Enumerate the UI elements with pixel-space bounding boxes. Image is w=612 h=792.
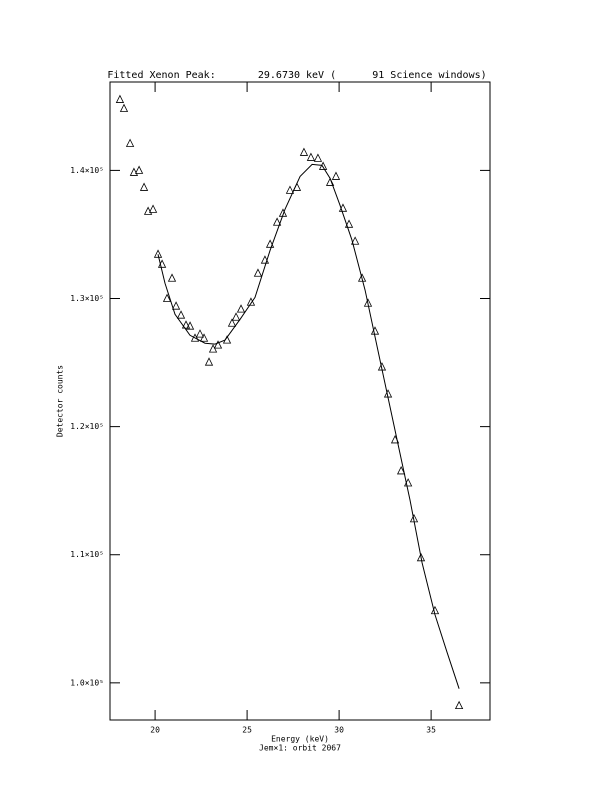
data-point bbox=[167, 273, 177, 282]
data-point bbox=[195, 329, 205, 338]
data-point bbox=[185, 321, 195, 330]
data-point bbox=[306, 152, 316, 161]
data-point bbox=[115, 94, 125, 103]
data-point bbox=[134, 165, 144, 174]
x-axis-label: Energy (keV) bbox=[271, 735, 329, 744]
data-point bbox=[236, 304, 246, 313]
data-point bbox=[253, 268, 263, 277]
y-tick-label: 1.1×10⁵ bbox=[70, 550, 104, 559]
data-point bbox=[416, 552, 426, 562]
y-tick-label: 1.2×10⁵ bbox=[70, 422, 104, 431]
data-point bbox=[299, 147, 309, 156]
data-point bbox=[148, 204, 158, 213]
data-point bbox=[363, 298, 373, 307]
x-tick-label: 30 bbox=[334, 726, 344, 735]
data-point bbox=[181, 320, 191, 329]
chart-title: Fitted Xenon Peak: 29.6730 keV ( 91 Scie… bbox=[107, 70, 486, 81]
data-point bbox=[125, 138, 135, 147]
data-point bbox=[313, 153, 323, 162]
data-point bbox=[227, 318, 237, 327]
data-point bbox=[139, 182, 149, 191]
data-point bbox=[396, 466, 406, 475]
y-axis-label: Detector counts bbox=[56, 365, 65, 437]
data-point bbox=[344, 219, 354, 228]
x-tick-label: 20 bbox=[150, 726, 160, 735]
data-point bbox=[171, 301, 181, 310]
subtitle: Jem×1: orbit 2067 bbox=[259, 744, 341, 753]
x-tick-label: 35 bbox=[426, 726, 436, 735]
data-point bbox=[208, 344, 218, 353]
data-point bbox=[285, 185, 295, 194]
fit-line bbox=[157, 163, 460, 689]
plot-frame bbox=[109, 81, 491, 721]
data-point bbox=[357, 273, 367, 282]
data-point bbox=[318, 161, 328, 170]
data-point bbox=[162, 293, 172, 302]
data-point bbox=[350, 236, 360, 245]
data-point bbox=[153, 249, 163, 258]
data-point bbox=[331, 171, 341, 180]
data-point bbox=[246, 297, 256, 306]
data-point bbox=[231, 312, 241, 321]
y-tick-label: 1.3×10⁵ bbox=[70, 294, 104, 303]
data-point bbox=[129, 167, 139, 176]
data-point bbox=[265, 239, 275, 248]
data-point bbox=[199, 333, 209, 342]
data-point bbox=[213, 340, 223, 349]
data-point bbox=[119, 103, 129, 112]
data-point bbox=[190, 333, 200, 342]
data-point bbox=[204, 357, 214, 366]
y-tick-label: 1.0×10⁵ bbox=[70, 678, 104, 687]
y-tick-label: 1.4×10⁵ bbox=[70, 166, 104, 175]
data-point bbox=[272, 217, 282, 226]
data-point bbox=[176, 310, 186, 319]
x-tick-label: 25 bbox=[242, 726, 252, 735]
data-point bbox=[454, 700, 464, 710]
